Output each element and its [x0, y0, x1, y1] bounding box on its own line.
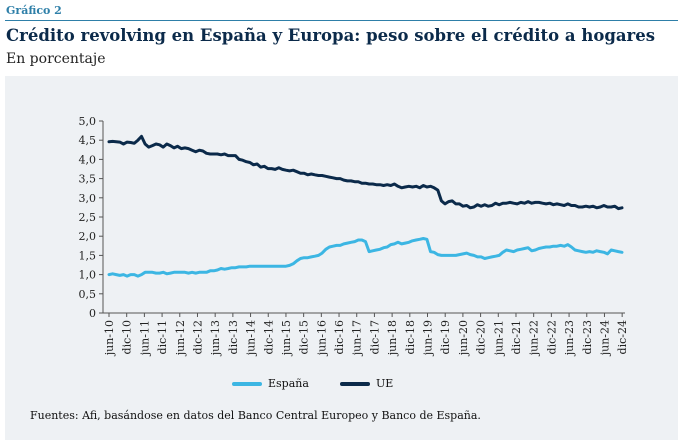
- x-tick-label: jun-21: [492, 320, 505, 357]
- x-tick-label: dic-11: [156, 320, 169, 354]
- x-tick-label: jun-14: [245, 320, 258, 357]
- x-tick-label: dic-22: [545, 320, 558, 354]
- y-tick-label: 1,5: [79, 249, 97, 262]
- x-tick-label: dic-12: [191, 320, 204, 354]
- x-tick-label: dic-20: [475, 320, 488, 354]
- x-tick-label: jun-24: [598, 320, 611, 357]
- x-tick-label: dic-18: [404, 320, 417, 354]
- x-tick-label: jun-10: [103, 320, 116, 357]
- legend-item-ue: UE: [340, 377, 393, 390]
- y-tick-label: 5,0: [79, 115, 97, 128]
- chart-panel: [5, 76, 678, 440]
- x-tick-label: jun-17: [351, 320, 364, 357]
- chart-subtitle: En porcentaje: [6, 51, 106, 67]
- x-tick-label: jun-15: [280, 320, 293, 357]
- legend-label-ue: UE: [376, 377, 394, 390]
- chart-title: Crédito revolving en España y Europa: pe…: [6, 26, 656, 45]
- x-tick-label: jun-13: [209, 320, 222, 357]
- y-tick-label: 4,5: [79, 134, 97, 147]
- x-tick-label: dic-23: [581, 320, 594, 354]
- x-tick-label: dic-10: [121, 320, 134, 354]
- x-tick-label: dic-16: [333, 320, 346, 354]
- y-tick-label: 4,0: [79, 153, 97, 166]
- legend-swatch-espana: [232, 381, 262, 386]
- x-tick-label: jun-23: [563, 320, 576, 357]
- y-tick-label: 2,5: [79, 211, 97, 224]
- x-tick-label: jun-22: [528, 320, 541, 357]
- series-line-espana: [107, 237, 624, 278]
- chart-label: Gráfico 2: [6, 4, 62, 17]
- header-rule: [5, 20, 678, 21]
- x-tick-label: dic-14: [262, 320, 275, 354]
- x-tick-label: dic-17: [368, 320, 381, 354]
- x-tick-label: dic-24: [616, 320, 629, 354]
- y-tick-label: 0: [89, 307, 96, 320]
- x-tick-label: dic-13: [227, 320, 240, 354]
- x-tick-label: dic-19: [439, 320, 452, 354]
- series-line-ue: [107, 134, 624, 211]
- x-tick-label: jun-18: [386, 320, 399, 357]
- x-tick-label: jun-12: [174, 320, 187, 357]
- x-tick-label: dic-15: [298, 320, 311, 354]
- x-tick-label: jun-19: [422, 320, 435, 357]
- y-tick-label: 1,0: [79, 269, 97, 282]
- y-tick-label: 2,0: [79, 230, 97, 243]
- y-tick-label: 3,5: [79, 173, 97, 186]
- x-tick-label: dic-21: [510, 320, 523, 354]
- y-tick-label: 0,5: [79, 288, 97, 301]
- legend-swatch-ue: [340, 381, 370, 386]
- y-tick-label: 3,0: [79, 192, 97, 205]
- legend-label-espana: España: [268, 377, 309, 390]
- x-tick-label: jun-16: [315, 320, 328, 357]
- source-note: Fuentes: Afi, basándose en datos del Ban…: [30, 409, 481, 422]
- legend-item-espana: España: [232, 377, 309, 390]
- x-tick-label: jun-20: [457, 320, 470, 357]
- x-tick-label: jun-11: [138, 320, 151, 357]
